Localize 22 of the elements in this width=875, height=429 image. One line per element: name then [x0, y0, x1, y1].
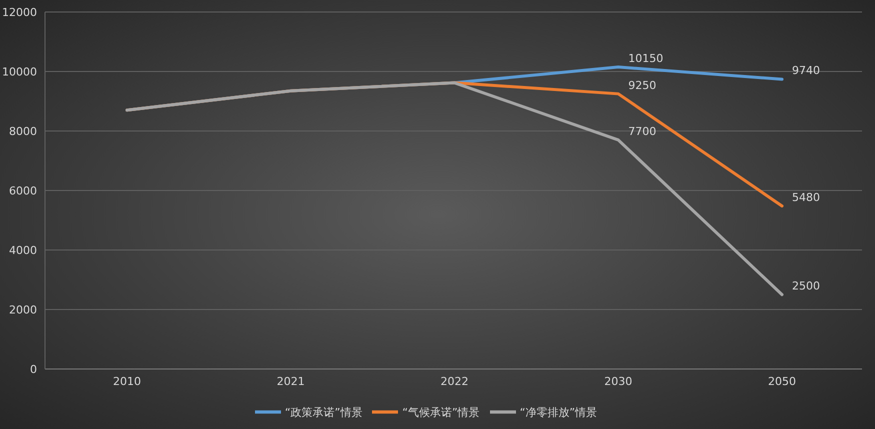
y-tick-label: 2000: [9, 303, 37, 316]
data-label: 10150: [628, 52, 664, 66]
legend-label: “净零排放”情景: [520, 406, 598, 419]
data-label: 2500: [792, 280, 820, 293]
y-tick-label: 0: [30, 362, 37, 376]
y-tick-label: 6000: [9, 184, 37, 198]
legend-label: “气候承诺”情景: [402, 406, 480, 419]
data-label: 9250: [628, 78, 656, 92]
x-tick-label: 2050: [768, 374, 796, 388]
data-label: 7700: [628, 124, 656, 138]
y-tick-label: 4000: [9, 244, 37, 257]
line-series: [126, 81, 784, 296]
x-tick-label: 2021: [276, 374, 305, 388]
x-tick-label: 2022: [440, 374, 468, 388]
y-tick-label: 12000: [2, 6, 37, 19]
y-tick-label: 8000: [9, 124, 37, 138]
x-tick-label: 2030: [604, 374, 632, 388]
data-label: 5480: [792, 190, 820, 204]
data-label: 9740: [792, 64, 820, 78]
legend-label: “政策承诺”情景: [284, 406, 362, 419]
y-tick-label: 10000: [2, 65, 37, 78]
x-tick-label: 2010: [113, 374, 141, 388]
